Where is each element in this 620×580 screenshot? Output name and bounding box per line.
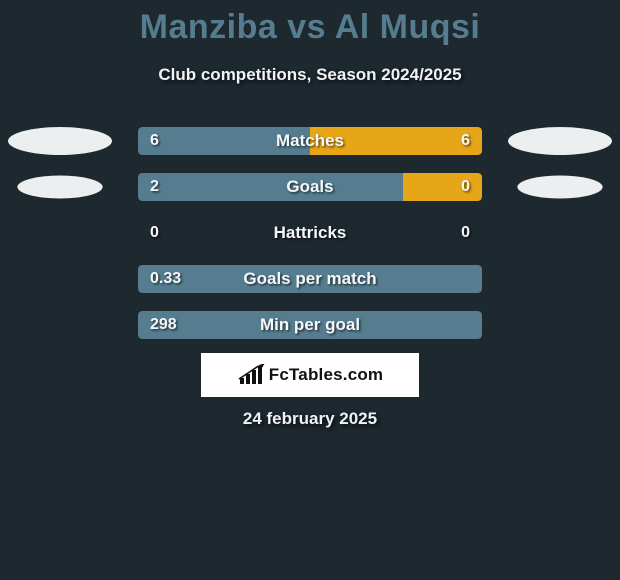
stat-label: Matches [138, 127, 482, 155]
page-title: Manziba vs Al Muqsi [0, 0, 620, 47]
player-right-ellipse [508, 127, 612, 155]
stat-bar: 20Goals [138, 173, 482, 201]
stat-row: 20Goals [0, 173, 620, 201]
player-right-ellipse [517, 176, 602, 199]
stat-bar: 0.33Goals per match [138, 265, 482, 293]
stat-row: 0.33Goals per match [0, 265, 620, 293]
stat-bar: 00Hattricks [138, 219, 482, 247]
stat-row: 00Hattricks [0, 219, 620, 247]
player-left-ellipse [8, 127, 112, 155]
stat-label: Goals per match [138, 265, 482, 293]
stat-label: Min per goal [138, 311, 482, 339]
stat-row: 298Min per goal [0, 311, 620, 339]
chart-icon [237, 364, 267, 386]
date-label: 24 february 2025 [0, 409, 620, 429]
subtitle: Club competitions, Season 2024/2025 [0, 65, 620, 85]
stat-bar: 298Min per goal [138, 311, 482, 339]
comparison-widget: Manziba vs Al Muqsi Club competitions, S… [0, 0, 620, 580]
stat-bar: 66Matches [138, 127, 482, 155]
stat-label: Hattricks [138, 219, 482, 247]
fctables-logo[interactable]: FcTables.com [201, 353, 419, 397]
logo-text: FcTables.com [269, 365, 384, 385]
stat-row: 66Matches [0, 127, 620, 155]
player-left-ellipse [17, 176, 102, 199]
stats-rows: 66Matches 20Goals 00Hattricks 0.33Goals per… [0, 127, 620, 339]
stat-label: Goals [138, 173, 482, 201]
